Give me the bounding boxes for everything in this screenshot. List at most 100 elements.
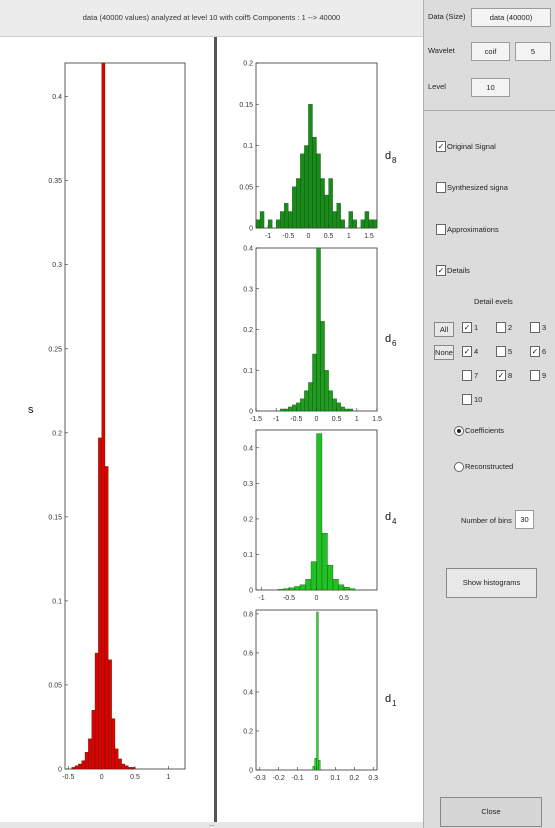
plot-1-bar [364,211,370,229]
plot-1-series-label: d [385,150,391,162]
level-10-checkbox[interactable] [462,394,472,405]
plot-1-xtick-label: -0.5 [282,233,294,240]
level-7-label: 7 [474,371,479,380]
plot-0-ytick-label: 0.15 [48,514,62,521]
level-5-label: 5 [508,347,513,356]
plot-1-bar [372,219,378,229]
pane-divider[interactable] [214,37,217,823]
level-6-checkbox[interactable]: ✓ [530,346,540,357]
plot-1-ytick-label: 0 [249,226,253,233]
plot-2-bar [296,402,301,412]
level-7-checkbox[interactable] [462,370,472,381]
plot-2-bar [284,408,289,412]
plot-0-bar [71,767,76,770]
plot-3-ytick-label: 0 [249,588,253,595]
plot-3-series-label: d [385,511,391,523]
level-3-label: 3 [542,323,547,332]
plot-4-xtick-label: 0.2 [349,775,359,782]
plot-0-bar [98,437,102,770]
plot-4-series-label: d [385,693,391,705]
plot-3-xtick-label: 0 [315,595,319,602]
plot-0-bar [114,748,119,770]
plot-4-xtick-label: -0.2 [273,775,285,782]
plot-0-bar [78,763,82,770]
plot-0-bar [111,718,116,770]
plot-4-ytick-label: 0.2 [243,728,253,735]
plot-1-bar [255,219,261,229]
plot-0-bar [118,758,122,770]
wavelet-family-field[interactable]: coif [471,42,510,61]
coefficients-radio[interactable] [454,426,464,436]
plot-2-bar [292,404,297,412]
synthesized-signal-checkbox[interactable] [436,182,446,193]
plot-2-xtick-label: 0 [315,416,319,423]
plot-3-ytick-label: 0.3 [243,481,253,488]
plot-1-bar [312,137,317,229]
bins-label: Number of bins [461,516,512,525]
plot-1-xtick-label: 1 [347,233,351,240]
status-strip: .... [0,822,423,828]
approximations-checkbox[interactable] [436,224,446,235]
plot-1-xtick-label: -1 [265,233,271,240]
plot-4-bar [312,765,315,771]
plot-0-bar [88,738,92,770]
plot-2-bar [320,321,325,412]
data-label: Data (Size) [428,12,466,21]
bins-input[interactable]: 30 [515,510,534,529]
data-value-field[interactable]: data (40000) [471,8,551,27]
plot-4-xtick-label: 0.3 [368,775,378,782]
plot-1-bar [288,211,293,229]
plot-0-bar [131,767,136,770]
plot-3-bar [277,589,284,591]
plot-2-series-sub: 6 [392,339,397,348]
plot-1-bar [284,203,289,229]
close-button[interactable]: Close [440,797,542,827]
wavelet-order-field[interactable]: 5 [515,42,551,61]
plot-3-xtick-label: -1 [258,595,264,602]
plot-3-bar [327,564,334,591]
show-histograms-button[interactable]: Show histograms [446,568,537,598]
plot-3-xtick-label: -0.5 [283,595,295,602]
plot-0-bar [91,710,96,770]
level-10-label: 10 [474,395,483,404]
all-button[interactable]: All [434,322,454,337]
plot-1-bar [332,211,337,229]
plot-2-bar [288,406,293,412]
plot-2-bar [348,408,353,412]
level-8-checkbox[interactable]: ✓ [496,370,506,381]
level-1-checkbox[interactable]: ✓ [462,322,472,333]
level-5-checkbox[interactable] [496,346,506,357]
level-9-label: 9 [542,371,547,380]
wavelet-label: Wavelet [428,46,455,55]
level-4-checkbox[interactable]: ✓ [462,346,472,357]
plot-0-ytick-label: 0.35 [48,178,62,185]
plot-0-ytick-label: 0.1 [52,598,62,605]
none-button[interactable]: None [434,345,454,360]
reconstructed-radio[interactable] [454,462,464,472]
plot-2-bar [344,408,349,412]
original-signal-checkbox[interactable]: ✓ [436,141,446,152]
plot-4-ytick-label: 0.6 [243,650,253,657]
plot-2-xtick-label: -1.5 [250,416,262,423]
level-9-checkbox[interactable] [530,370,540,381]
plot-2-ytick-label: 0.4 [243,246,253,253]
level-3-checkbox[interactable] [530,322,540,333]
level-2-label: 2 [508,323,513,332]
plot-0-ytick-label: 0.2 [52,430,62,437]
level-label: Level [428,82,446,91]
plot-1-bar [259,211,265,229]
plot-2-bar [324,370,329,412]
plot-0-ytick-label: 0.4 [52,94,62,101]
plot-0-bar [101,62,106,770]
level-field[interactable]: 10 [471,78,510,97]
plot-4-xtick-label: -0.1 [292,775,304,782]
plot-2-bar [300,398,305,412]
plot-0-bar [128,767,132,770]
details-checkbox[interactable]: ✓ [436,265,446,276]
plot-3-bar [288,587,295,591]
plot-3-xtick-label: 0.5 [339,595,349,602]
level-2-checkbox[interactable] [496,322,506,333]
plot-4-ytick-label: 0.4 [243,689,253,696]
plot-4-xtick-label: -0.3 [254,775,266,782]
plot-2-ytick-label: 0.2 [243,327,253,334]
